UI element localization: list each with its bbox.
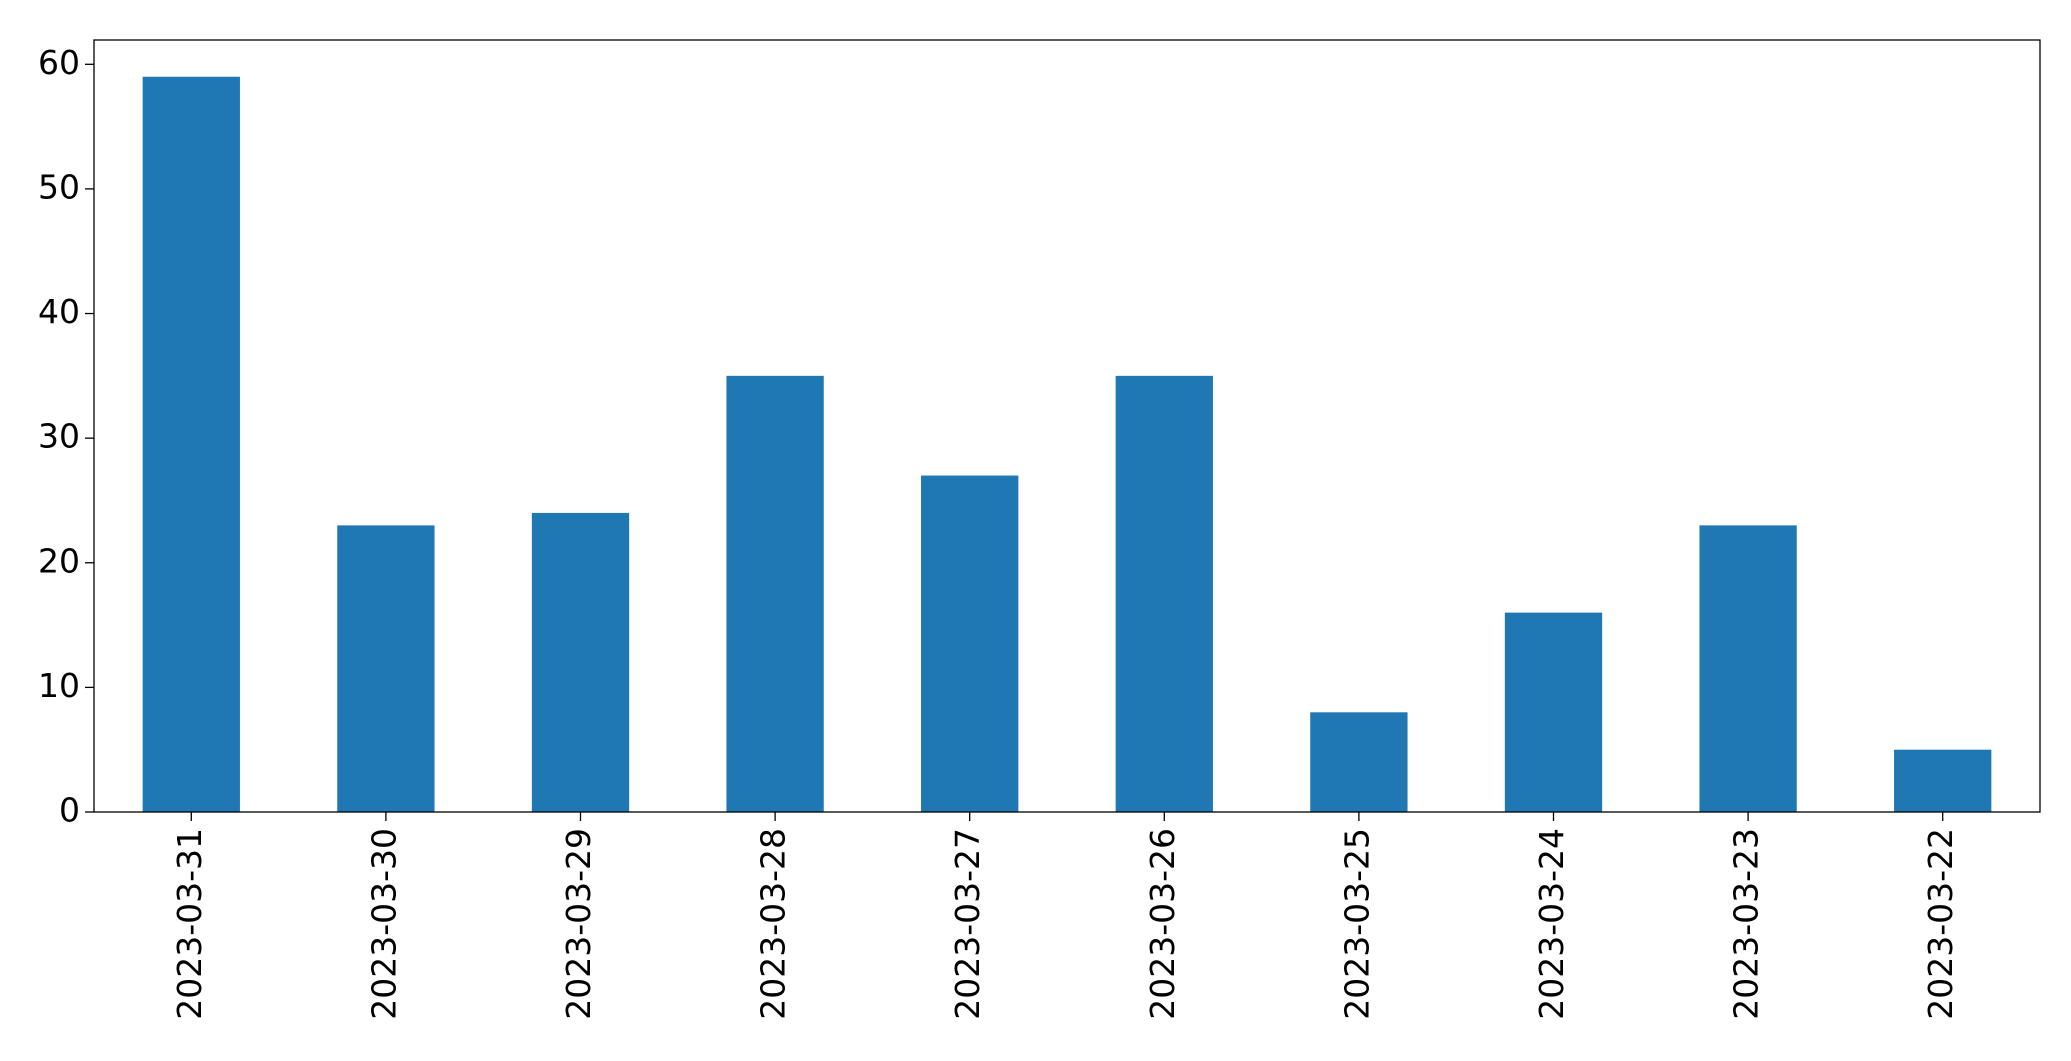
y-tick-label: 20 xyxy=(38,541,80,580)
bar xyxy=(531,512,630,812)
y-tick-label: 10 xyxy=(38,666,80,705)
bar xyxy=(337,525,435,812)
bar xyxy=(921,475,1019,812)
x-tick-label: 2023-03-31 xyxy=(170,828,209,1020)
x-tick-label: 2023-03-28 xyxy=(754,828,793,1020)
x-tick-label: 2023-03-25 xyxy=(1337,828,1376,1020)
bar xyxy=(1115,375,1213,812)
bar xyxy=(142,76,240,812)
bar xyxy=(1310,712,1408,812)
y-tick-label: 30 xyxy=(38,417,80,456)
x-tick-label: 2023-03-30 xyxy=(364,828,403,1020)
bar xyxy=(1504,612,1603,812)
x-tick-label: 2023-03-22 xyxy=(1921,828,1960,1020)
x-tick-label: 2023-03-29 xyxy=(559,828,598,1020)
x-tick-label: 2023-03-26 xyxy=(1143,828,1182,1020)
x-tick-label: 2023-03-27 xyxy=(948,828,987,1020)
x-tick-label: 2023-03-24 xyxy=(1532,828,1571,1020)
y-tick-label: 50 xyxy=(38,167,80,206)
y-tick-label: 40 xyxy=(38,292,80,331)
x-tick-label: 2023-03-23 xyxy=(1727,828,1766,1020)
bar xyxy=(1699,525,1797,812)
plot-frame xyxy=(93,39,2041,813)
y-tick-label: 60 xyxy=(38,43,80,82)
y-tick-label: 0 xyxy=(59,791,80,830)
bar xyxy=(1894,749,1992,812)
bar xyxy=(726,375,824,812)
